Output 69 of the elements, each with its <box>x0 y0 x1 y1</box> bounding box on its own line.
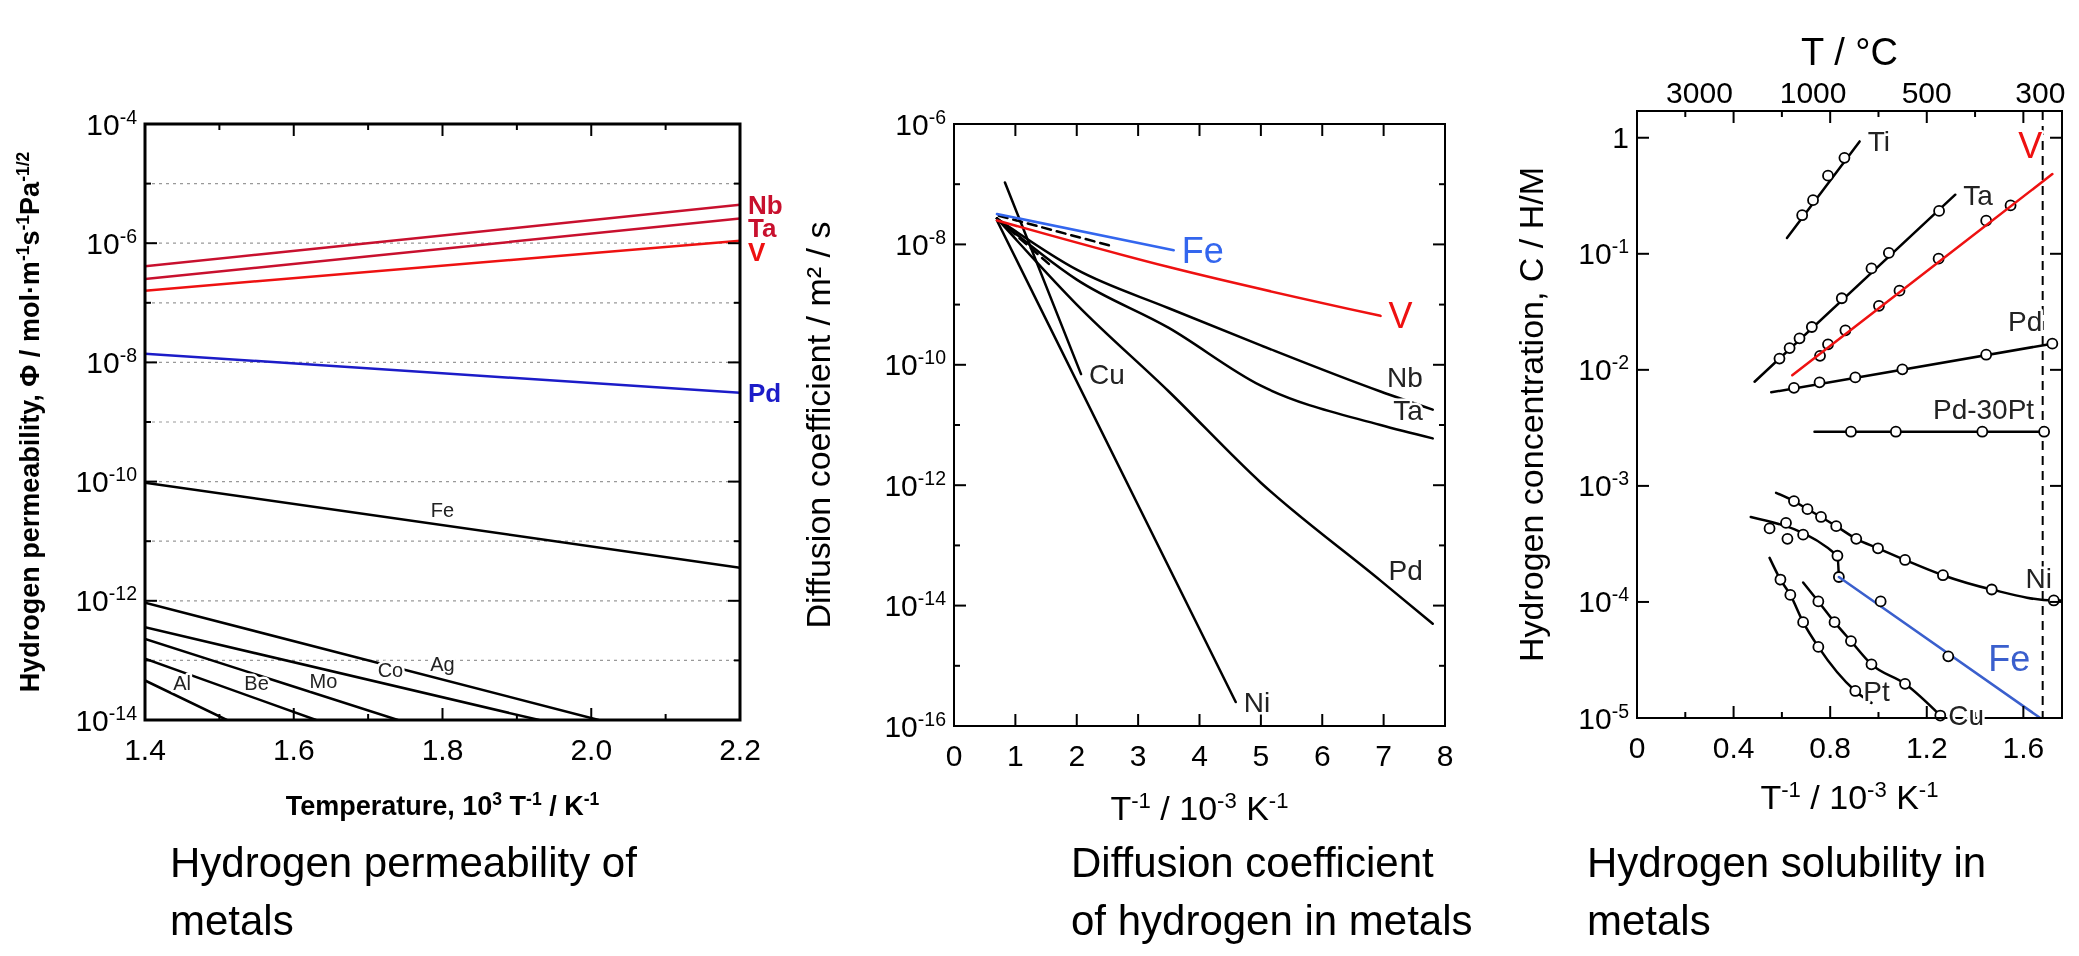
text: 1000 <box>1779 75 1847 109</box>
x-tick-label: 4 <box>1191 739 1208 772</box>
y-tick-label: 10$^{-14}$ <box>884 587 947 623</box>
x-tick-label: 1.6 <box>2002 731 2045 764</box>
text: 3000 <box>1666 75 1733 109</box>
x-tick-label: 0 <box>945 739 963 772</box>
y-tick-label: 1 <box>1612 121 1629 155</box>
annotation: Ti <box>1867 126 1890 158</box>
annotation: Nb <box>1386 362 1423 394</box>
y-tick-label: 10$^{-8}$ <box>86 343 137 379</box>
series-label: Pd <box>748 377 782 408</box>
y-tick-label: 10$^{-6}$ <box>86 224 137 260</box>
x-axis-title: T$^{-1}$ / 10$^{-3}$ K$^{-1}$ <box>1760 776 1939 816</box>
annotation: Mo <box>309 670 338 693</box>
text: Diffusion coefficient of hydrogen in metals <box>1071 839 1473 944</box>
x-tick-label: 8 <box>1436 739 1454 772</box>
x-tick-label: 5 <box>1252 739 1270 772</box>
annotation: Al <box>173 672 192 695</box>
x-tick-label: 1 <box>1007 739 1024 772</box>
x-axis-title: T$^{-1}$ / 10$^{-3}$ K$^{-1}$ <box>1110 787 1289 827</box>
y-tick-label: 10$^{-6}$ <box>895 105 946 141</box>
annotation: Ni <box>2025 562 2052 594</box>
x-tick-label: 7 <box>1375 739 1392 772</box>
x-tick-label: 1.6 <box>272 733 315 766</box>
y-tick-label: 10$^{-10}$ <box>884 346 947 382</box>
y-tick-label: 10$^{-4}$ <box>86 105 138 141</box>
x-tick-label: 2.2 <box>719 733 761 766</box>
annotation: Fe <box>430 499 455 522</box>
annotation: Pd-30Pt <box>1932 394 2035 426</box>
x-tick-label: 3 <box>1129 739 1147 772</box>
x2-axis-title: T / °C <box>1801 31 1898 74</box>
y-tick-label: 10$^{-10}$ <box>75 463 138 499</box>
y-axis-title: Hydrogen concentration, C / H/M <box>1511 166 1550 663</box>
text: 500 <box>1901 75 1952 109</box>
annotation: Cu <box>1089 358 1125 390</box>
text: Hydrogen solubility in metals <box>1587 839 1987 944</box>
text: Hydrogen permeability of metals <box>170 839 638 944</box>
x-tick-label: 1.2 <box>1905 731 1948 764</box>
y-tick-label: 10$^{-5}$ <box>1578 699 1630 735</box>
x-tick-label: 6 <box>1313 739 1331 772</box>
y-tick-label: 10$^{-12}$ <box>884 466 946 502</box>
y-tick-label: 10$^{-3}$ <box>1578 467 1629 503</box>
y-tick-label: 10$^{-1}$ <box>1578 235 1629 271</box>
annotation: Pt <box>1863 675 1890 707</box>
series-label: V <box>1388 295 1413 337</box>
series-label: Fe <box>1181 229 1224 271</box>
annotation: Ag <box>430 653 455 676</box>
x-tick-label: 0 <box>1628 731 1646 764</box>
annotation: Pd <box>2008 306 2043 338</box>
annotation: Pd <box>1388 554 1423 586</box>
x-tick-label: 2.0 <box>570 733 613 766</box>
x-tick-label: 2 <box>1068 739 1086 772</box>
x-tick-label: 1.8 <box>421 733 464 766</box>
x-axis-title: Temperature, 10$^{3}$ T$^{-1}$ / K$^{-1}$ <box>285 789 600 822</box>
y-tick-label: 10$^{-2}$ <box>1578 351 1629 387</box>
series-label: V <box>2018 124 2043 166</box>
text: 300 <box>2015 75 2066 109</box>
series-label: Fe <box>1988 637 2031 679</box>
y-axis-title: Diffusion coefficient / m² / s <box>798 221 837 629</box>
y-tick-label: 10$^{-8}$ <box>895 225 946 261</box>
x-tick-label: 0.8 <box>1809 731 1852 764</box>
annotation: Be <box>244 672 269 695</box>
y-tick-label: 10$^{-12}$ <box>75 582 137 618</box>
y-tick-label: 10$^{-16}$ <box>884 707 946 743</box>
annotation: Ta <box>1393 394 1424 426</box>
annotation: Ni <box>1243 686 1271 718</box>
annotation: Ta <box>1963 179 1994 211</box>
y-tick-label: 10$^{-4}$ <box>1578 583 1630 619</box>
x-tick-label: 0.4 <box>1712 731 1755 764</box>
